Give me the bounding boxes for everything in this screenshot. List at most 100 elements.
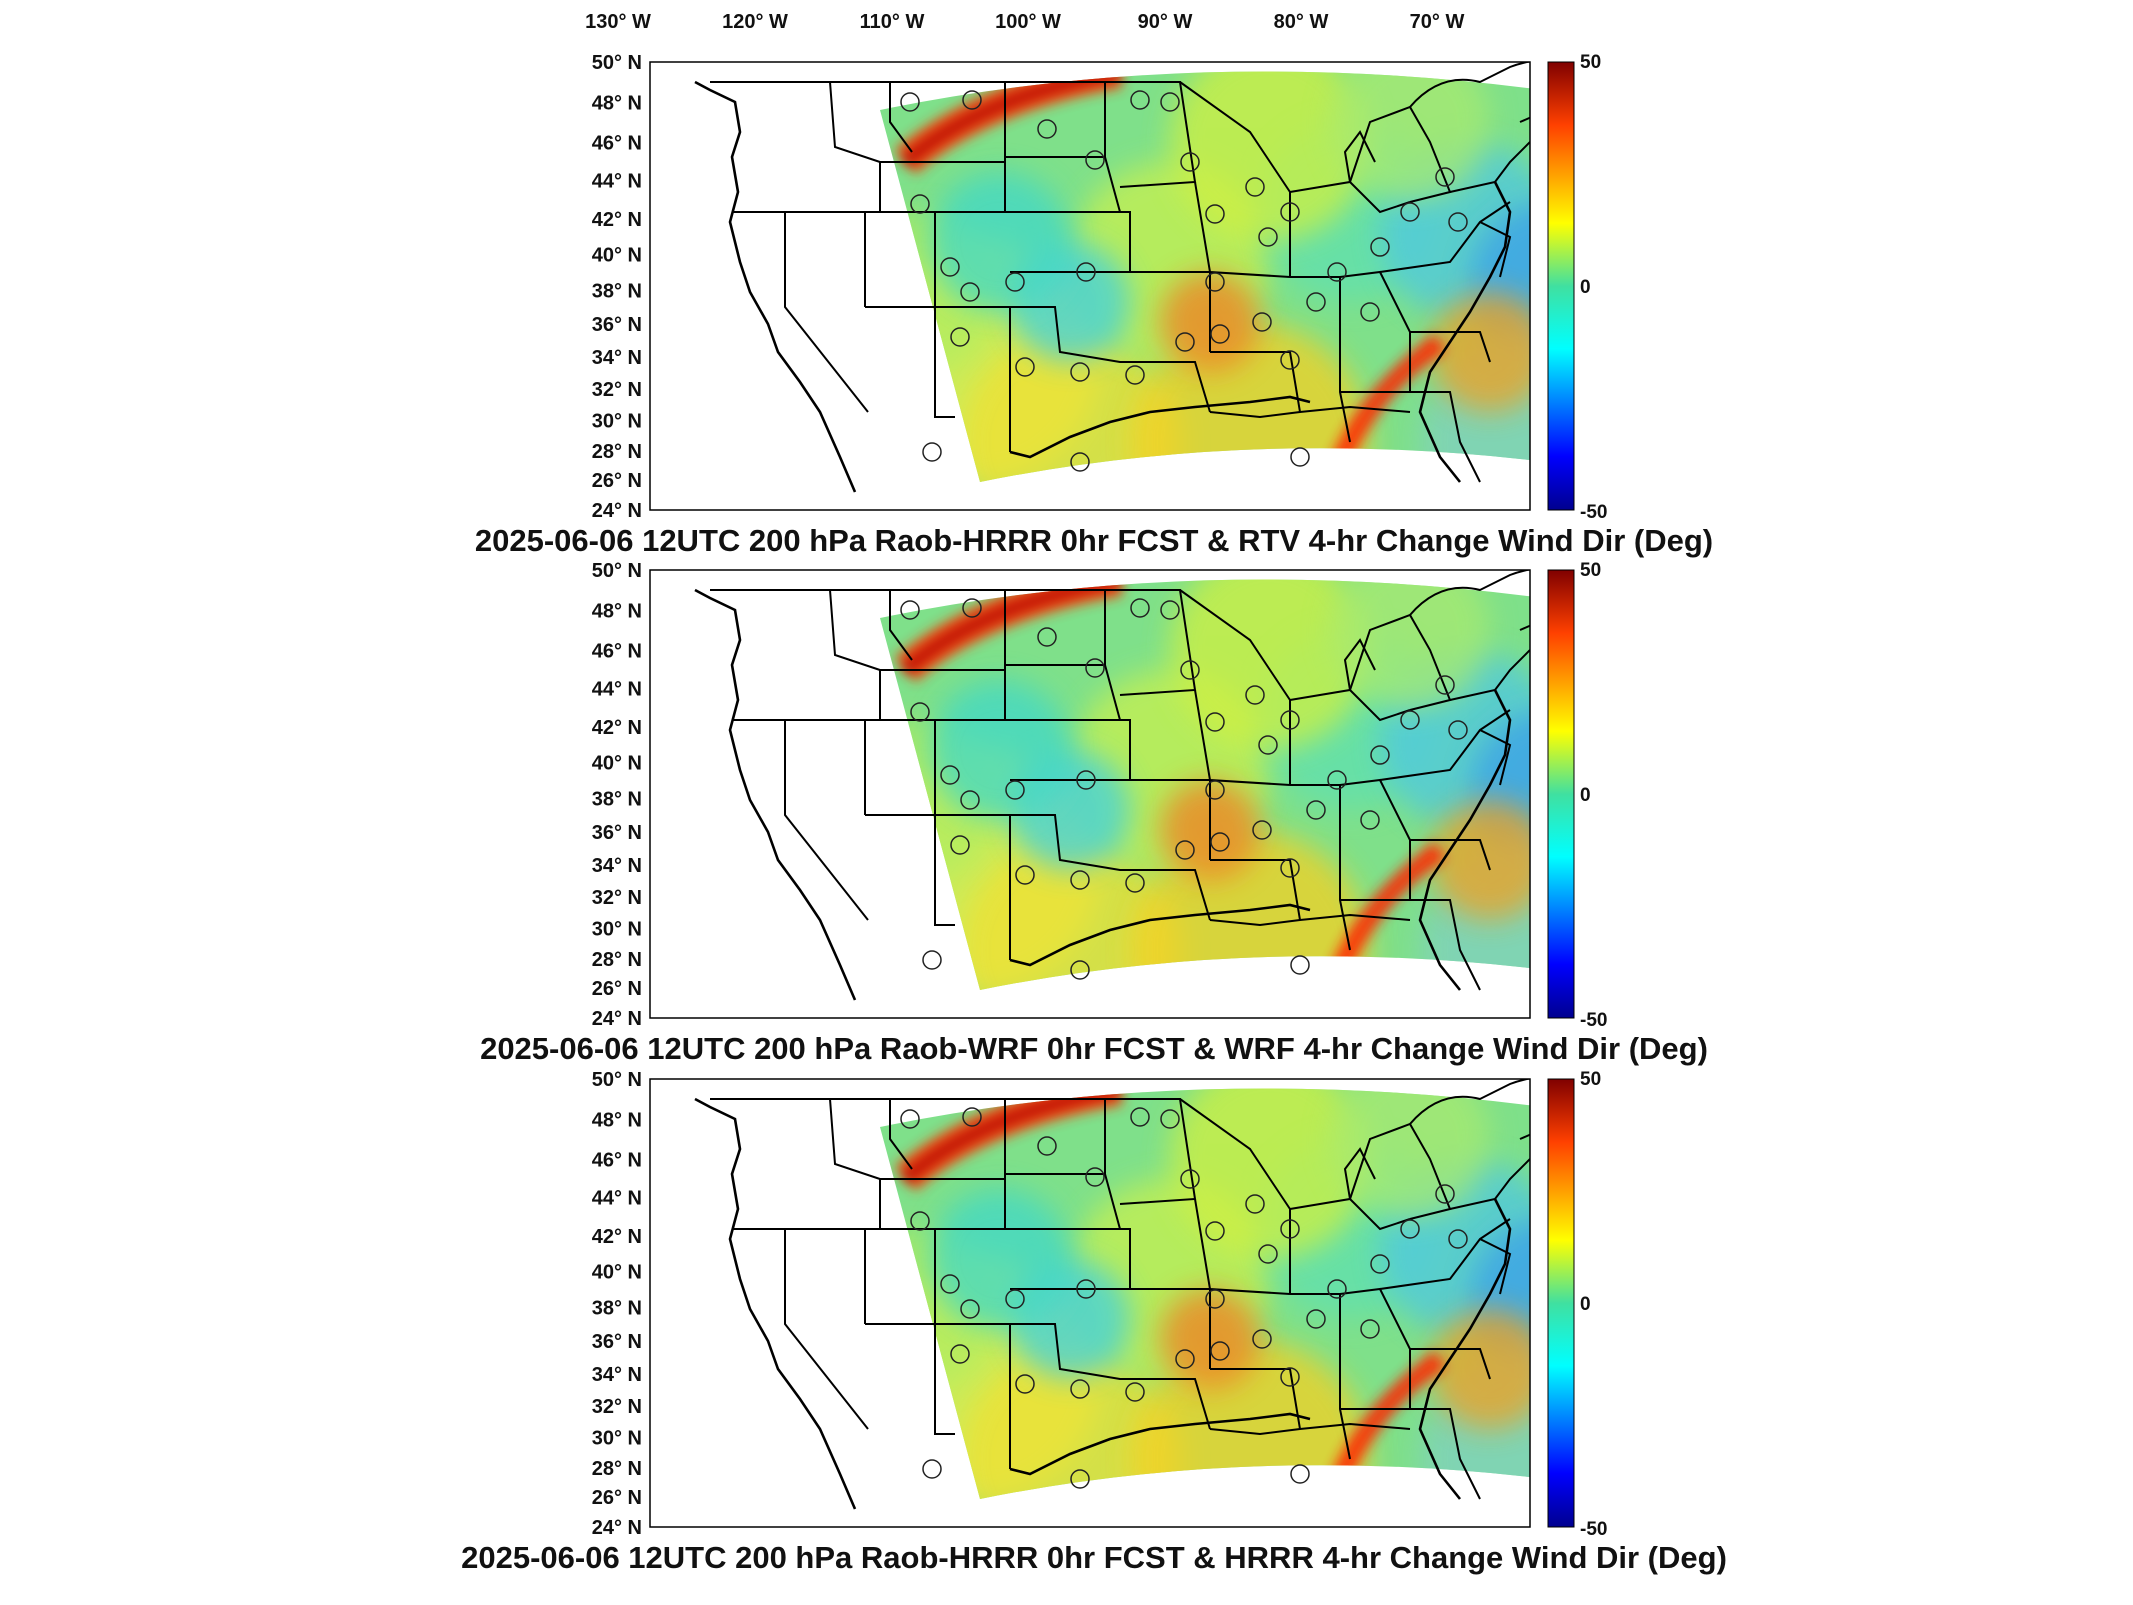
raob-station-marker [1306,800,1326,820]
pacific-coastline [694,80,857,493]
lat-label: 38° N [592,788,642,810]
colorbar-mid-label: 0 [1580,277,1591,298]
colorbar: 50 0 -50 [1547,560,1607,1031]
atlantic-coastline [1418,181,1512,483]
raob-station-marker [1037,119,1057,139]
colorbar-min-label: -50 [1580,1519,1607,1540]
raob-station-marker [1125,873,1145,893]
raob-station-marker [900,1109,920,1129]
lat-label: 24° N [592,500,642,522]
raob-station-marker [1435,675,1455,695]
colorbar-gradient [1547,61,1575,511]
lake-michigan-outline [1343,638,1376,691]
raob-station-marker [900,92,920,112]
lat-label: 48° N [592,92,642,114]
raob-station-marker [1205,1221,1225,1241]
lat-label: 32° N [592,1396,642,1418]
raob-station-marker [1327,262,1347,282]
raob-station-marker [1258,227,1278,247]
lat-label: 40° N [592,753,642,775]
raob-station-marker [1448,212,1468,232]
lat-label: 42° N [592,1226,642,1248]
raob-station-marker [1085,1167,1105,1187]
raob-station-marker [922,950,942,970]
colorbar-min-label: -50 [1580,502,1607,523]
longitude-labels: 130° W 120° W 110° W 100° W 90° W 80° W … [585,11,1464,33]
atlantic-coastline [1418,689,1512,991]
raob-station-marker [1370,745,1390,765]
state-boundaries [694,1079,1530,1510]
raob-station-marker [900,600,920,620]
lat-label: 26° N [592,470,642,492]
lat-label: 46° N [592,1150,642,1172]
lat-label: 30° N [592,1427,642,1449]
raob-station-marker [1290,955,1310,975]
colorbar-max-label: 50 [1580,560,1601,581]
raob-station-marker [1370,1254,1390,1274]
raob-station-marker [1015,1374,1035,1394]
raob-station-marker [940,257,960,277]
raob-station-marker [1245,177,1265,197]
map-plot-area [650,1079,1530,1527]
raob-station-marker [1180,660,1200,680]
raob-station-marker [1290,447,1310,467]
lat-label: 30° N [592,918,642,940]
raob-station-marker [1005,780,1025,800]
raob-station-marker [1005,1289,1025,1309]
raob-station-marker [1037,627,1057,647]
map-panel: 50° N 48° N 46° N 44° N 42° N 40° N 38° N 36° N… [480,560,1708,1066]
lat-label: 26° N [592,978,642,1000]
lat-label: 50° N [592,52,642,74]
raob-station-marker [1210,832,1230,852]
raob-stations [900,1107,1468,1489]
raob-station-marker [910,702,930,722]
raob-station-marker [1245,1194,1265,1214]
raob-station-marker [1175,1349,1195,1369]
raob-station-marker [950,835,970,855]
wind-direction-field [880,71,1530,482]
raob-station-marker [1280,1367,1300,1387]
raob-station-marker [1160,92,1180,112]
raob-station-marker [1076,1279,1096,1299]
raob-station-marker [940,1274,960,1294]
raob-station-marker [1205,204,1225,224]
raob-station-marker [1280,350,1300,370]
raob-station-marker [922,442,942,462]
state-boundaries [694,62,1530,493]
colorbar-max-label: 50 [1580,1069,1601,1090]
raob-station-marker [960,282,980,302]
lat-label: 34° N [592,855,642,877]
panel-title: 2025-06-06 12UTC 200 hPa Raob-HRRR 0hr F… [475,523,1713,558]
gulf-coastline [1009,1412,1311,1476]
colorbar-gradient [1547,569,1575,1019]
raob-station-marker [1448,1229,1468,1249]
lat-label: 38° N [592,280,642,302]
raob-station-marker [1252,820,1272,840]
lake-michigan-outline [1343,130,1376,183]
lat-label: 42° N [592,209,642,231]
lat-label: 40° N [592,245,642,267]
gulf-coastline [1009,395,1311,459]
atlantic-coastline [1418,1198,1512,1500]
lat-label: 40° N [592,1262,642,1284]
raob-station-marker [1448,720,1468,740]
wind-direction-field [880,579,1530,990]
lat-label: 36° N [592,314,642,336]
raob-station-marker [1076,262,1096,282]
lat-label: 28° N [592,949,642,971]
raob-station-marker [1258,1244,1278,1264]
lat-label: 44° N [592,1188,642,1210]
lat-label: 36° N [592,822,642,844]
raob-station-marker [1070,1469,1090,1489]
raob-station-marker [1085,150,1105,170]
raob-station-marker [962,90,982,110]
raob-station-marker [1360,1319,1380,1339]
raob-station-marker [1205,780,1225,800]
great-lakes-outline [1409,570,1530,631]
raob-station-marker [1130,598,1150,618]
lon-label-80w: 80° W [1274,11,1329,33]
raob-station-marker [1306,1309,1326,1329]
raob-station-marker [1180,152,1200,172]
